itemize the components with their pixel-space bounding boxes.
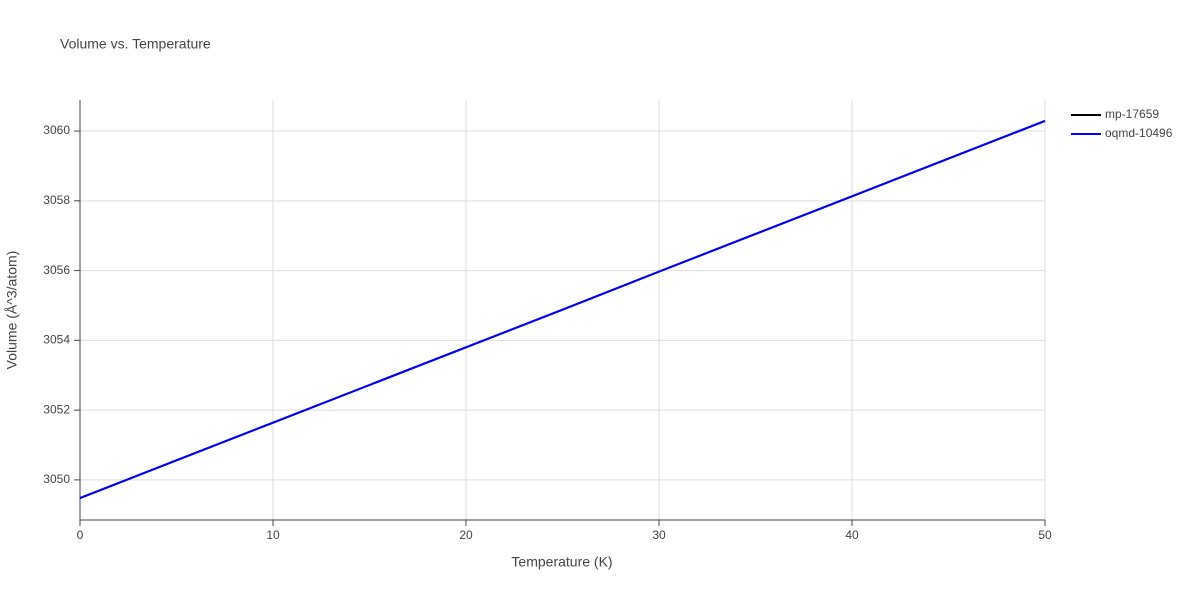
chart-title: Volume vs. Temperature bbox=[60, 36, 211, 52]
x-tick-label: 20 bbox=[459, 528, 473, 542]
x-axis-label: Temperature (K) bbox=[511, 554, 612, 570]
y-axis-label: Volume (Å^3/atom) bbox=[4, 251, 20, 370]
y-tick-label: 3050 bbox=[43, 472, 70, 486]
x-tick-label: 50 bbox=[1038, 528, 1052, 542]
x-tick-label: 10 bbox=[266, 528, 280, 542]
series-line bbox=[79, 119, 1046, 499]
y-tick-label: 3054 bbox=[43, 333, 70, 347]
y-tick-label: 3056 bbox=[43, 263, 70, 277]
x-tick-label: 0 bbox=[77, 528, 84, 542]
x-tick-label: 40 bbox=[845, 528, 859, 542]
y-tick-label: 3058 bbox=[43, 193, 70, 207]
legend-label: mp-17659 bbox=[1105, 107, 1159, 121]
x-tick-label: 30 bbox=[652, 528, 666, 542]
y-tick-label: 3052 bbox=[43, 402, 70, 416]
legend-label: oqmd-10496 bbox=[1105, 126, 1173, 140]
y-tick-label: 3060 bbox=[43, 123, 70, 137]
